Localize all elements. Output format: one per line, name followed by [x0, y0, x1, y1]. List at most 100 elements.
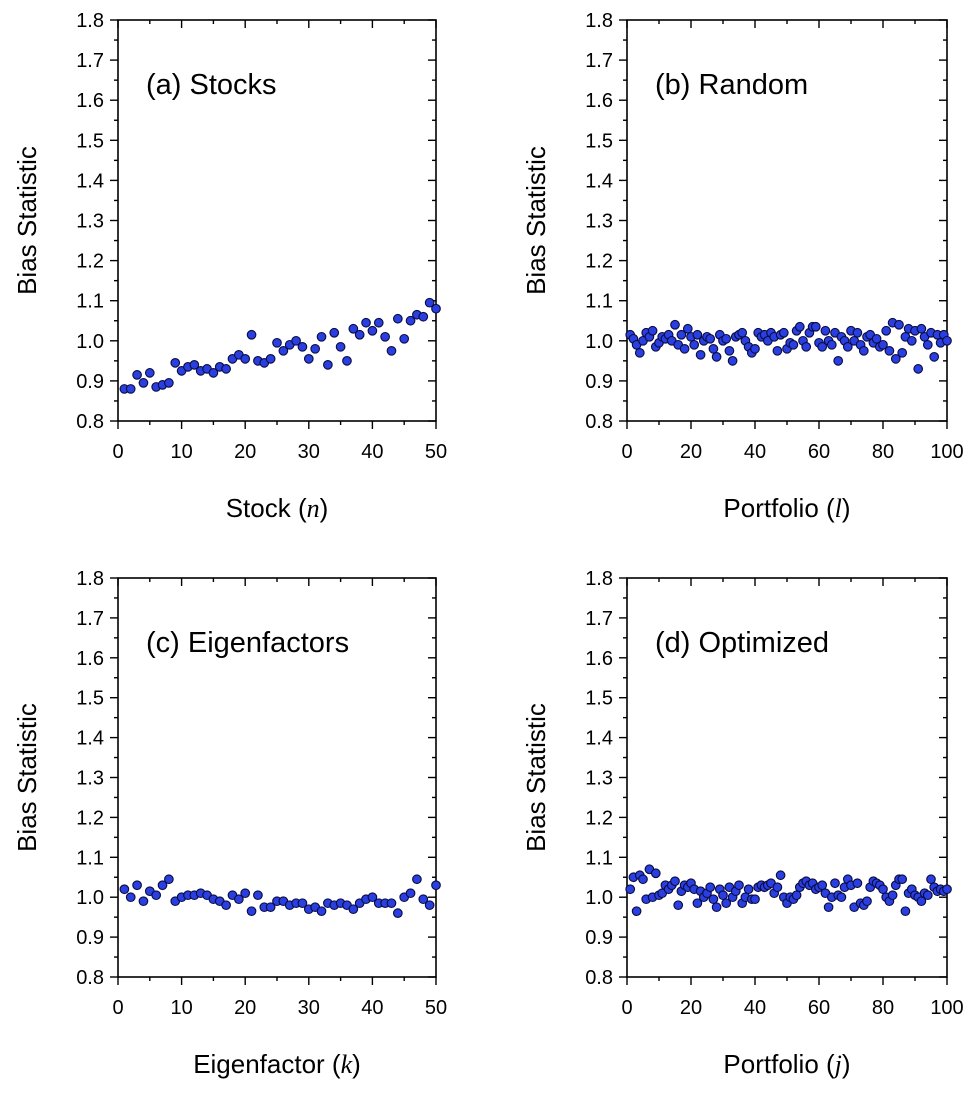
data-point: [342, 356, 352, 366]
data-point: [138, 378, 149, 388]
y-tick-label: 1.5: [76, 688, 104, 710]
y-tick-label: 1.4: [585, 170, 613, 192]
chart-panel: 0.8 0.9 1.0 1.1 1.2 1.3 1.4 1.5 1.6 1.7 1.8 0 10 20 30…: [12, 10, 447, 523]
data-point: [711, 902, 722, 913]
y-tick-label: 0.9: [585, 927, 613, 949]
data-point: [750, 894, 760, 905]
y-tick-label: 1.2: [585, 807, 613, 829]
x-axis-variable: j: [832, 1050, 842, 1079]
data-point: [858, 345, 869, 356]
x-tick-label: 10: [170, 997, 192, 1019]
y-tick-label: 0.8: [76, 411, 104, 433]
data-point: [424, 297, 435, 308]
x-tick-label: 0: [112, 997, 123, 1019]
data-point: [125, 892, 136, 903]
data-point: [132, 370, 142, 380]
data-point: [634, 347, 645, 358]
y-tick-label: 1.7: [76, 50, 104, 72]
data-point: [743, 884, 754, 895]
y-tick-label: 1.0: [585, 887, 613, 909]
x-tick-label: 20: [234, 997, 256, 1019]
data-point: [705, 882, 716, 893]
data-point: [405, 888, 416, 899]
y-tick-label: 1.3: [76, 768, 104, 790]
panel-label: (b) Random: [655, 69, 808, 101]
y-tick-label: 1.3: [585, 211, 613, 233]
y-tick-label: 1.1: [585, 291, 613, 313]
y-tick-label: 1.7: [585, 608, 613, 630]
y-tick-label: 1.6: [76, 90, 104, 112]
data-point: [278, 345, 289, 356]
y-tick-label: 1.7: [585, 50, 613, 72]
y-tick-label: 1.8: [76, 568, 104, 590]
chart-panel: 0.8 0.9 1.0 1.1 1.2 1.3 1.4 1.5 1.6 1.7 1.8 0 10 20 30…: [12, 568, 447, 1079]
data-point: [208, 368, 219, 378]
chart-panel: 0.8 0.9 1.0 1.1 1.2 1.3 1.4 1.5 1.6 1.7 1.8 0 20 40 60…: [521, 568, 964, 1079]
data-point: [842, 341, 853, 352]
data-point: [682, 323, 693, 334]
data-point: [695, 349, 706, 360]
data-point: [125, 384, 136, 394]
data-point: [711, 351, 722, 362]
data-point: [890, 353, 901, 364]
data-point: [297, 341, 308, 352]
y-tick-label: 1.7: [76, 608, 104, 630]
data-point: [418, 894, 429, 905]
y-tick-label: 1.5: [585, 688, 613, 710]
data-point: [750, 343, 760, 354]
x-tick-label: 20: [680, 441, 702, 463]
data-point: [887, 890, 898, 901]
data-point: [323, 360, 333, 370]
x-axis-label: Portfolio (j): [723, 1049, 850, 1079]
data-point: [361, 317, 371, 328]
x-tick-label: 80: [872, 997, 894, 1019]
data-point: [708, 343, 719, 354]
panel-label: (d) Optimized: [655, 627, 829, 659]
data-point: [386, 345, 397, 356]
y-tick-label: 1.5: [585, 130, 613, 152]
data-point: [631, 906, 642, 917]
y-tick-label: 0.8: [585, 411, 613, 433]
data-point: [906, 335, 917, 346]
data-point: [670, 319, 680, 330]
y-tick-label: 1.8: [585, 568, 613, 590]
data-point: [916, 323, 927, 334]
x-axis-label: Eigenfactor (k): [193, 1049, 361, 1079]
data-point: [823, 902, 834, 913]
y-tick-label: 1.3: [76, 211, 104, 233]
data-point: [884, 345, 895, 356]
data-point: [836, 892, 847, 903]
x-axis-variable: l: [835, 494, 842, 523]
data-point: [673, 900, 684, 911]
data-point: [348, 323, 359, 334]
data-point: [862, 896, 872, 907]
data-point: [265, 902, 276, 913]
data-point: [897, 874, 908, 885]
data-point: [926, 874, 936, 885]
data-point: [412, 874, 422, 885]
data-point: [778, 327, 789, 338]
data-point: [676, 329, 687, 340]
data-point: [679, 343, 690, 354]
y-tick-label: 1.4: [76, 728, 104, 750]
data-point: [119, 884, 130, 895]
data-point: [878, 884, 888, 895]
data-point: [164, 874, 174, 885]
data-point: [801, 341, 812, 352]
data-point: [791, 890, 802, 901]
data-point: [291, 335, 301, 346]
x-tick-label: 30: [298, 441, 320, 463]
data-point: [399, 333, 410, 344]
y-tick-label: 0.9: [76, 927, 104, 949]
data-point: [724, 345, 735, 356]
y-tick-label: 1.4: [585, 728, 613, 750]
y-tick-label: 1.5: [76, 130, 104, 152]
y-tick-label: 1.4: [76, 170, 104, 192]
data-point: [246, 906, 257, 917]
data-point: [894, 319, 904, 330]
data-point: [721, 898, 732, 909]
x-tick-label: 10: [170, 441, 192, 463]
data-point: [151, 890, 162, 901]
x-tick-label: 40: [361, 997, 383, 1019]
